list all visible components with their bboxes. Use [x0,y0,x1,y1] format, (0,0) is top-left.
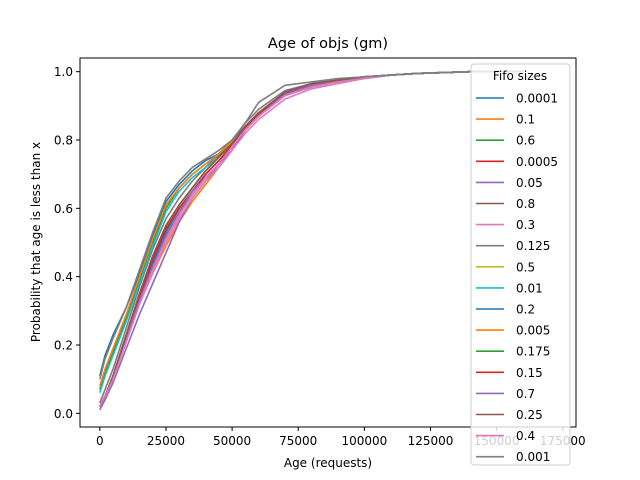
legend-entry: 0.01 [476,281,543,295]
x-axis-label: Age (requests) [284,456,372,470]
legend-label: 0.4 [516,429,535,443]
y-axis-ticks: 0.0 0.2 0.4 0.6 0.8 1.0 [54,65,80,421]
x-tick-label: 25000 [147,434,185,448]
series-line-16 [99,70,524,407]
legend-entry: 0.005 [476,324,550,338]
legend-label: 0.175 [516,345,550,359]
legend-label: 0.05 [516,176,543,190]
plot-lines [99,70,524,411]
legend-entry: 0.25 [476,408,543,422]
y-tick-label: 0.8 [54,134,73,148]
legend-entry: 0.001 [476,450,550,464]
legend-label: 0.0001 [516,92,558,106]
legend-entry: 0.5 [476,260,535,274]
legend-entry: 0.4 [476,429,535,443]
x-tick-label: 0 [96,434,104,448]
legend-entry: 0.175 [476,345,550,359]
legend-label: 0.6 [516,134,535,148]
legend-entry: 0.15 [476,366,543,380]
legend-label: 0.005 [516,324,550,338]
legend-label: 0.7 [516,387,535,401]
y-tick-label: 0.4 [54,270,73,284]
legend-label: 0.01 [516,281,543,295]
legend-label: 0.001 [516,450,550,464]
legend-entry: 0.1 [476,113,535,127]
y-tick-label: 0.6 [54,202,73,216]
legend-entry: 0.3 [476,218,535,232]
legend: Fifo sizes 0.00010.10.60.00050.050.80.30… [470,63,571,466]
x-tick-label: 75000 [279,434,317,448]
legend-label: 0.3 [516,218,535,232]
chart-title: Age of objs (gm) [268,36,388,52]
legend-entry: 0.2 [476,303,535,317]
y-tick-label: 0.2 [54,339,73,353]
legend-label: 0.1 [516,113,535,127]
y-tick-label: 0.0 [54,407,73,421]
x-tick-label: 125000 [408,434,454,448]
axes-frame [79,57,577,428]
legend-label: 0.2 [516,303,535,317]
legend-entry: 0.6 [476,134,535,148]
legend-title: Fifo sizes [493,69,547,83]
y-axis-label: Probability that age is less than x [29,142,43,342]
series-line-17 [99,70,524,380]
legend-entry: 0.0001 [476,92,558,106]
legend-label: 0.15 [516,366,543,380]
x-tick-label: 50000 [213,434,251,448]
legend-box [470,63,571,466]
x-tick-label: 100000 [341,434,387,448]
legend-label: 0.125 [516,239,550,253]
legend-entry: 0.05 [476,176,543,190]
legend-label: 0.5 [516,260,535,274]
legend-entries: 0.0001 0.1 0.6 0.0005 0.05 0.8 0.3 0.125 0.5 0.01… [476,92,558,464]
legend-entry: 0.8 [476,197,535,211]
legend-entry: 0.125 [476,239,550,253]
legend-label: 0.25 [516,408,543,422]
legend-label: 0.8 [516,197,535,211]
legend-entry: 0.7 [476,387,535,401]
y-tick-label: 1.0 [54,65,73,79]
legend-entry: 0.0005 [476,155,558,169]
legend-label: 0.0005 [516,155,558,169]
